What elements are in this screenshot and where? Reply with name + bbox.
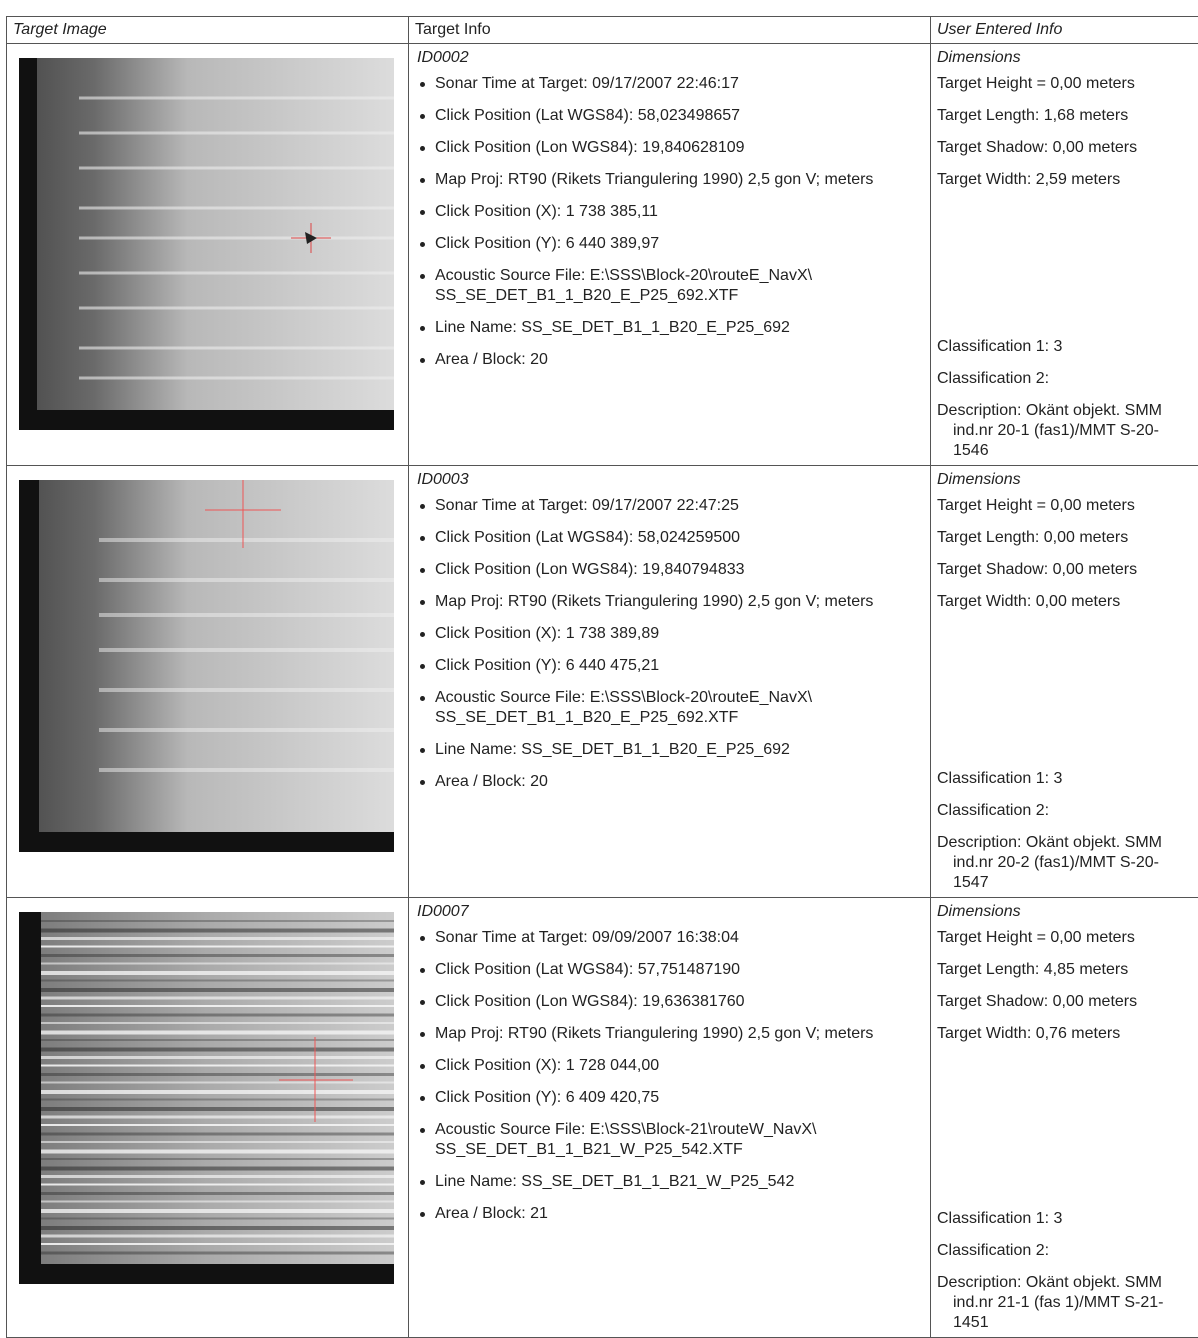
dimension: Target Shadow: 0,00 meters	[937, 139, 1138, 156]
info-item: Sonar Time at Target: 09/17/2007 22:47:2…	[417, 496, 922, 516]
info-item: Click Position (X): 1 728 044,00	[417, 1056, 922, 1076]
dimension: Target Shadow: 0,00 meters	[937, 561, 1138, 578]
header-row: Target Image Target Info User Entered In…	[6, 16, 1198, 44]
info-item: Line Name: SS_SE_DET_B1_1_B20_E_P25_692	[417, 318, 922, 338]
classification: Classification 1: 3	[937, 338, 1063, 355]
info-list: Sonar Time at Target: 09/09/2007 16:38:0…	[417, 928, 922, 1224]
info-item: Acoustic Source File: E:\SSS\Block-21\ro…	[417, 1120, 922, 1160]
image-cell	[6, 897, 409, 1338]
user-cell: Dimensions Target Height = 0,00 meters Tar…	[930, 465, 1198, 898]
description: Description: Okänt objekt. SMM ind.nr 20…	[937, 402, 1162, 459]
target-row: ID0007 Sonar Time at Target: 09/09/2007 1…	[6, 897, 1198, 1338]
info-item: Map Proj: RT90 (Rikets Triangulering 199…	[417, 170, 922, 190]
target-id: ID0003	[417, 471, 469, 488]
target-row: ID0002 Sonar Time at Target: 09/17/2007 2…	[6, 43, 1198, 466]
info-item: Line Name: SS_SE_DET_B1_1_B21_W_P25_542	[417, 1172, 922, 1192]
info-item: Acoustic Source File: E:\SSS\Block-20\ro…	[417, 266, 922, 306]
header-cell: Target Image	[6, 16, 409, 44]
dimension: Target Width: 0,00 meters	[937, 593, 1121, 610]
image-cell	[6, 465, 409, 898]
info-item: Click Position (X): 1 738 385,11	[417, 202, 922, 222]
info-cell: ID0003 Sonar Time at Target: 09/17/2007 2…	[408, 465, 931, 898]
info-item: Click Position (Lon WGS84): 19,840628109	[417, 138, 922, 158]
dimension: Target Shadow: 0,00 meters	[937, 993, 1138, 1010]
info-item: Click Position (X): 1 738 389,89	[417, 624, 922, 644]
target-id: ID0007	[417, 903, 469, 920]
user-column: Dimensions Target Height = 0,00 meters Tar…	[937, 902, 1192, 1337]
classification: Classification 1: 3	[937, 770, 1063, 787]
info-item: Click Position (Lon WGS84): 19,636381760	[417, 992, 922, 1012]
info-list: Sonar Time at Target: 09/17/2007 22:46:1…	[417, 74, 922, 370]
header-cell: Target Info	[408, 16, 931, 44]
info-cell: ID0007 Sonar Time at Target: 09/09/2007 1…	[408, 897, 931, 1338]
classification: Classification 1: 3	[937, 1210, 1063, 1227]
description: Description: Okänt objekt. SMM ind.nr 20…	[937, 834, 1162, 891]
classification-group: Classification 1: 3 Classification 2: Desc…	[937, 337, 1192, 465]
classification-group: Classification 1: 3 Classification 2: Desc…	[937, 1209, 1192, 1337]
info-list: Sonar Time at Target: 09/17/2007 22:47:2…	[417, 496, 922, 792]
info-cell: ID0002 Sonar Time at Target: 09/17/2007 2…	[408, 43, 931, 466]
header-cell: User Entered Info	[930, 16, 1198, 44]
user-column: Dimensions Target Height = 0,00 meters Tar…	[937, 470, 1192, 897]
table-wrap: Target Image Target Info User Entered In…	[6, 16, 1198, 1338]
info-item: Line Name: SS_SE_DET_B1_1_B20_E_P25_692	[417, 740, 922, 760]
dimension: Target Height = 0,00 meters	[937, 75, 1135, 92]
classification: Classification 2:	[937, 370, 1050, 387]
target-table: Target Image Target Info User Entered In…	[6, 16, 1198, 1338]
dimension: Target Length: 0,00 meters	[937, 529, 1129, 546]
classification-group: Classification 1: 3 Classification 2: Desc…	[937, 769, 1192, 897]
sonar-image	[19, 58, 394, 430]
dimensions-heading: Dimensions	[937, 903, 1021, 920]
user-cell: Dimensions Target Height = 0,00 meters Tar…	[930, 897, 1198, 1338]
info-item: Sonar Time at Target: 09/17/2007 22:46:1…	[417, 74, 922, 94]
info-item: Click Position (Lat WGS84): 57,751487190	[417, 960, 922, 980]
user-column: Dimensions Target Height = 0,00 meters Tar…	[937, 48, 1192, 465]
dimension: Target Length: 4,85 meters	[937, 961, 1129, 978]
dimension: Target Width: 2,59 meters	[937, 171, 1121, 188]
info-item: Area / Block: 21	[417, 1204, 922, 1224]
classification: Classification 2:	[937, 1242, 1050, 1259]
dimensions-heading: Dimensions	[937, 471, 1021, 488]
info-item: Map Proj: RT90 (Rikets Triangulering 199…	[417, 1024, 922, 1044]
info-item: Click Position (Y): 6 440 389,97	[417, 234, 922, 254]
target-id: ID0002	[417, 49, 469, 66]
description: Description: Okänt objekt. SMM ind.nr 21…	[937, 1274, 1164, 1331]
info-item: Acoustic Source File: E:\SSS\Block-20\ro…	[417, 688, 922, 728]
user-cell: Dimensions Target Height = 0,00 meters Tar…	[930, 43, 1198, 466]
sonar-image	[19, 480, 394, 852]
info-item: Sonar Time at Target: 09/09/2007 16:38:0…	[417, 928, 922, 948]
dimension: Target Height = 0,00 meters	[937, 497, 1135, 514]
sonar-image	[19, 912, 394, 1284]
info-item: Click Position (Lat WGS84): 58,024259500	[417, 528, 922, 548]
classification: Classification 2:	[937, 802, 1050, 819]
dimension: Target Length: 1,68 meters	[937, 107, 1129, 124]
info-item: Area / Block: 20	[417, 350, 922, 370]
dimension: Target Height = 0,00 meters	[937, 929, 1135, 946]
info-item: Area / Block: 20	[417, 772, 922, 792]
dimensions-heading: Dimensions	[937, 49, 1021, 66]
dimension: Target Width: 0,76 meters	[937, 1025, 1121, 1042]
info-item: Click Position (Y): 6 440 475,21	[417, 656, 922, 676]
info-item: Click Position (Lat WGS84): 58,023498657	[417, 106, 922, 126]
info-item: Map Proj: RT90 (Rikets Triangulering 199…	[417, 592, 922, 612]
target-row: ID0003 Sonar Time at Target: 09/17/2007 2…	[6, 465, 1198, 898]
info-item: Click Position (Y): 6 409 420,75	[417, 1088, 922, 1108]
image-cell	[6, 43, 409, 466]
info-item: Click Position (Lon WGS84): 19,840794833	[417, 560, 922, 580]
